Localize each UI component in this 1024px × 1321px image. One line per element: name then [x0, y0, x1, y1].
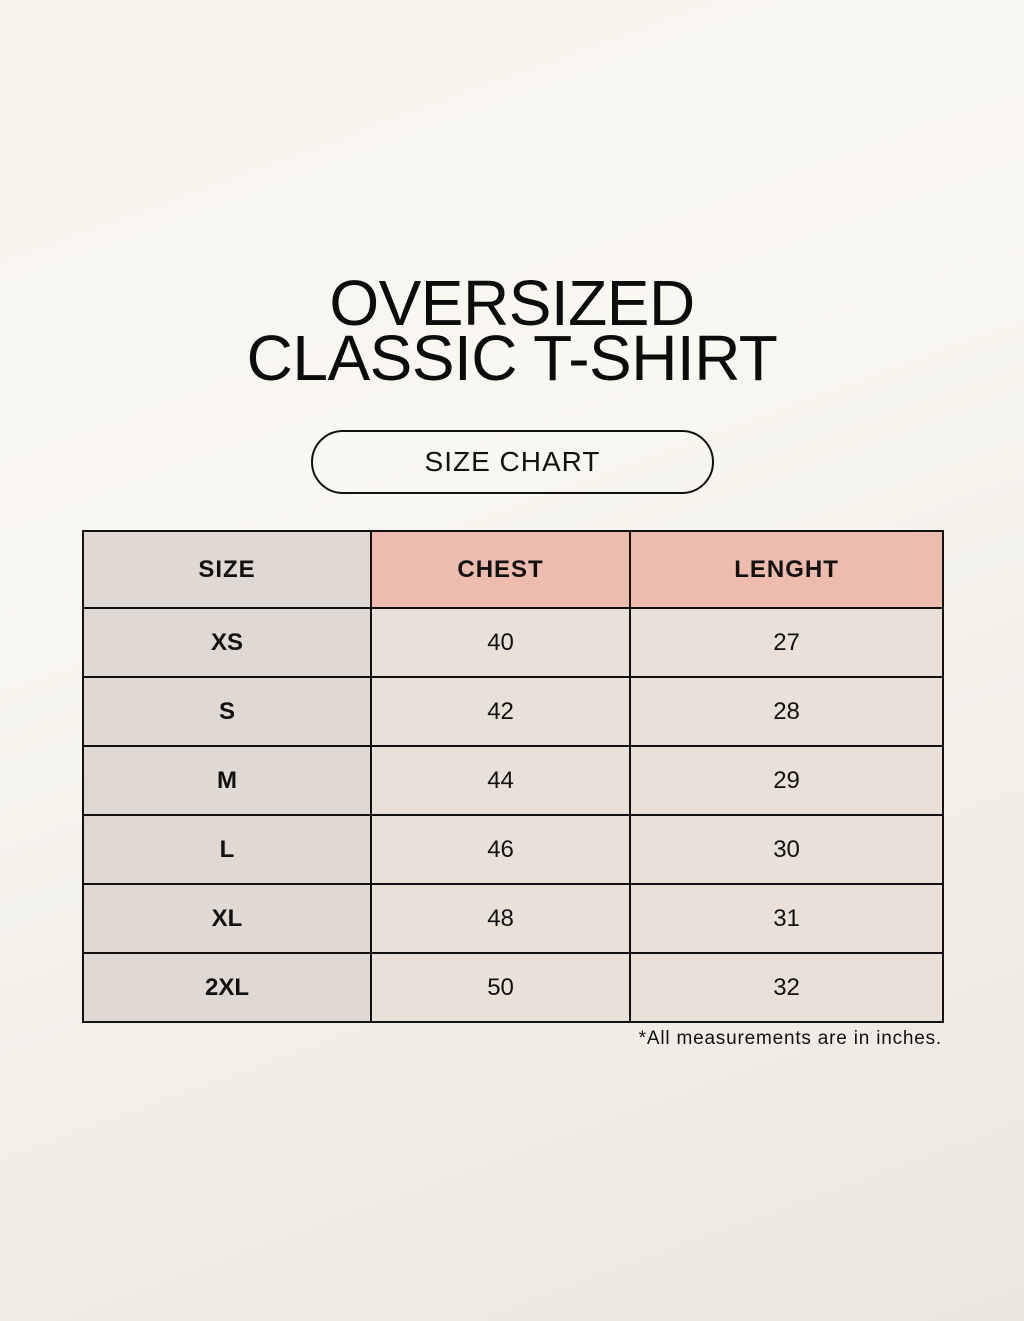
size-table: SIZE CHEST LENGHT XS 40 27 S 42 28 M 44 29 L 46 30 X… [82, 530, 944, 1023]
cell-length: 32 [629, 952, 944, 1023]
table-row: XL 48 31 [82, 883, 944, 954]
title-line-2: CLASSIC T-SHIRT [246, 322, 778, 394]
table-row: M 44 29 [82, 745, 944, 816]
cell-chest: 46 [369, 814, 632, 885]
cell-size: 2XL [82, 952, 372, 1023]
cell-size: L [82, 814, 372, 885]
size-chart-badge: SIZE CHART [311, 430, 714, 494]
table-row: XS 40 27 [82, 607, 944, 678]
cell-chest: 40 [369, 607, 632, 678]
cell-length: 30 [629, 814, 944, 885]
cell-size: XL [82, 883, 372, 954]
cell-chest: 44 [369, 745, 632, 816]
cell-chest: 48 [369, 883, 632, 954]
header-size: SIZE [82, 530, 372, 609]
table-row: L 46 30 [82, 814, 944, 885]
cell-chest: 50 [369, 952, 632, 1023]
table-row: 2XL 50 32 [82, 952, 944, 1023]
cell-size: S [82, 676, 372, 747]
cell-size: XS [82, 607, 372, 678]
cell-length: 28 [629, 676, 944, 747]
table-row: S 42 28 [82, 676, 944, 747]
header-chest: CHEST [369, 530, 632, 609]
cell-length: 29 [629, 745, 944, 816]
table-header-row: SIZE CHEST LENGHT [82, 530, 944, 609]
cell-size: M [82, 745, 372, 816]
title-line-1: OVERSIZED [329, 267, 695, 339]
cell-length: 27 [629, 607, 944, 678]
cell-chest: 42 [369, 676, 632, 747]
cell-length: 31 [629, 883, 944, 954]
measurement-note: *All measurements are in inches. [638, 1028, 942, 1049]
header-length: LENGHT [629, 530, 944, 609]
page-title: OVERSIZED CLASSIC T-SHIRT [0, 267, 1024, 394]
